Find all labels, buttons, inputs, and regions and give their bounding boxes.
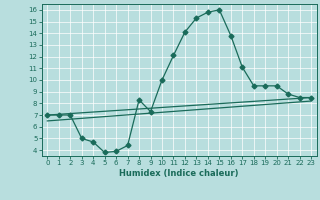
X-axis label: Humidex (Indice chaleur): Humidex (Indice chaleur) (119, 169, 239, 178)
